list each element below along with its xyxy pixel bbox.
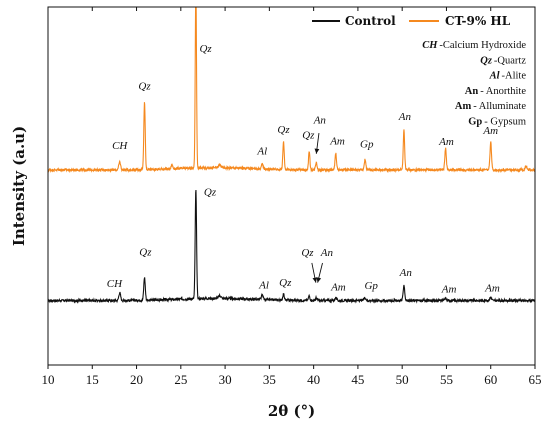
abbreviation-row: An - Anorthite bbox=[465, 86, 527, 97]
abbreviation-description: - Gypsum bbox=[484, 117, 526, 128]
peak-label: Qz bbox=[277, 124, 290, 136]
abbreviation-description: -Calcium Hydroxide bbox=[439, 40, 526, 51]
peak-label: Gp bbox=[364, 280, 378, 292]
series-line-control bbox=[48, 189, 535, 304]
legend-label-ct9hl: CT-9% HL bbox=[445, 14, 511, 28]
peak-label: Am bbox=[482, 125, 498, 137]
peak-label: Am bbox=[329, 135, 345, 147]
abbreviation-symbol: Gp bbox=[468, 117, 482, 128]
abbreviation-symbol: CH bbox=[422, 40, 438, 51]
annotation-arrowhead bbox=[314, 148, 320, 154]
peak-label: Qz bbox=[204, 186, 217, 198]
x-tick-label: 15 bbox=[86, 372, 99, 387]
series-line-ct9hl bbox=[48, 7, 535, 174]
abbreviation-description: - Anorthite bbox=[480, 86, 526, 97]
x-tick-label: 60 bbox=[484, 372, 497, 387]
plot-frame bbox=[47, 6, 536, 366]
peak-label: Qz bbox=[301, 247, 314, 259]
x-axis: 10 15 20 25 30 35 40 45 50 55 60 65 bbox=[42, 7, 542, 387]
abbreviation-description: - Alluminate bbox=[473, 101, 526, 112]
peak-label: Am bbox=[438, 136, 454, 148]
annotation-arrowhead bbox=[316, 277, 322, 283]
series-layer bbox=[48, 7, 535, 304]
peak-label: Qz bbox=[302, 129, 315, 141]
abbreviation-description: -Quartz bbox=[494, 55, 526, 66]
x-tick-label: 25 bbox=[174, 372, 187, 387]
peak-label: An bbox=[398, 111, 412, 123]
x-tick-label: 50 bbox=[396, 372, 409, 387]
peak-label: An bbox=[313, 115, 327, 127]
peak-label: Al bbox=[258, 279, 269, 291]
x-tick-label: 20 bbox=[130, 372, 143, 387]
abbreviation-row: Qz -Quartz bbox=[480, 55, 526, 66]
peak-label: Al bbox=[256, 145, 267, 157]
peak-label: Am bbox=[484, 282, 500, 294]
x-tick-label: 40 bbox=[307, 372, 320, 387]
peak-label: CH bbox=[107, 278, 123, 290]
x-axis-title: 2θ (°) bbox=[268, 402, 315, 420]
annotation-arrowhead bbox=[312, 277, 318, 283]
abbreviation-symbol: Qz bbox=[480, 55, 493, 66]
legend-label-control: Control bbox=[345, 14, 396, 28]
abbreviation-row: Gp - Gypsum bbox=[468, 117, 526, 128]
x-tick-label: 45 bbox=[351, 372, 364, 387]
peak-label: Am bbox=[330, 282, 346, 294]
x-tick-label: 65 bbox=[529, 372, 542, 387]
abbreviation-description: -Alite bbox=[502, 71, 527, 82]
abbreviation-row: CH -Calcium Hydroxide bbox=[422, 40, 526, 51]
abbreviation-symbol: Al bbox=[489, 71, 500, 82]
peak-label: Qz bbox=[199, 43, 212, 55]
peak-label: Qz bbox=[138, 80, 151, 92]
y-axis-title: Intensity (a.u) bbox=[10, 126, 28, 246]
x-tick-label: 30 bbox=[219, 372, 232, 387]
peak-label: An bbox=[399, 267, 413, 279]
peak-label: An bbox=[320, 247, 334, 259]
peak-label: Am bbox=[441, 283, 457, 295]
x-tick-label: 55 bbox=[440, 372, 453, 387]
peak-label: CH bbox=[112, 140, 128, 152]
x-tick-label: 10 bbox=[42, 372, 55, 387]
abbreviation-row: Al -Alite bbox=[489, 71, 527, 82]
peak-label: Qz bbox=[139, 246, 152, 258]
abbreviation-symbol: An bbox=[465, 86, 479, 97]
peak-label: Gp bbox=[360, 138, 374, 150]
x-tick-label: 35 bbox=[263, 372, 276, 387]
legend: Control CT-9% HL bbox=[312, 14, 511, 28]
abbreviation-row: Am - Alluminate bbox=[455, 101, 526, 112]
peak-label: Qz bbox=[279, 277, 292, 289]
abbreviation-symbol: Am bbox=[455, 101, 472, 112]
arrow-layer bbox=[311, 132, 323, 283]
